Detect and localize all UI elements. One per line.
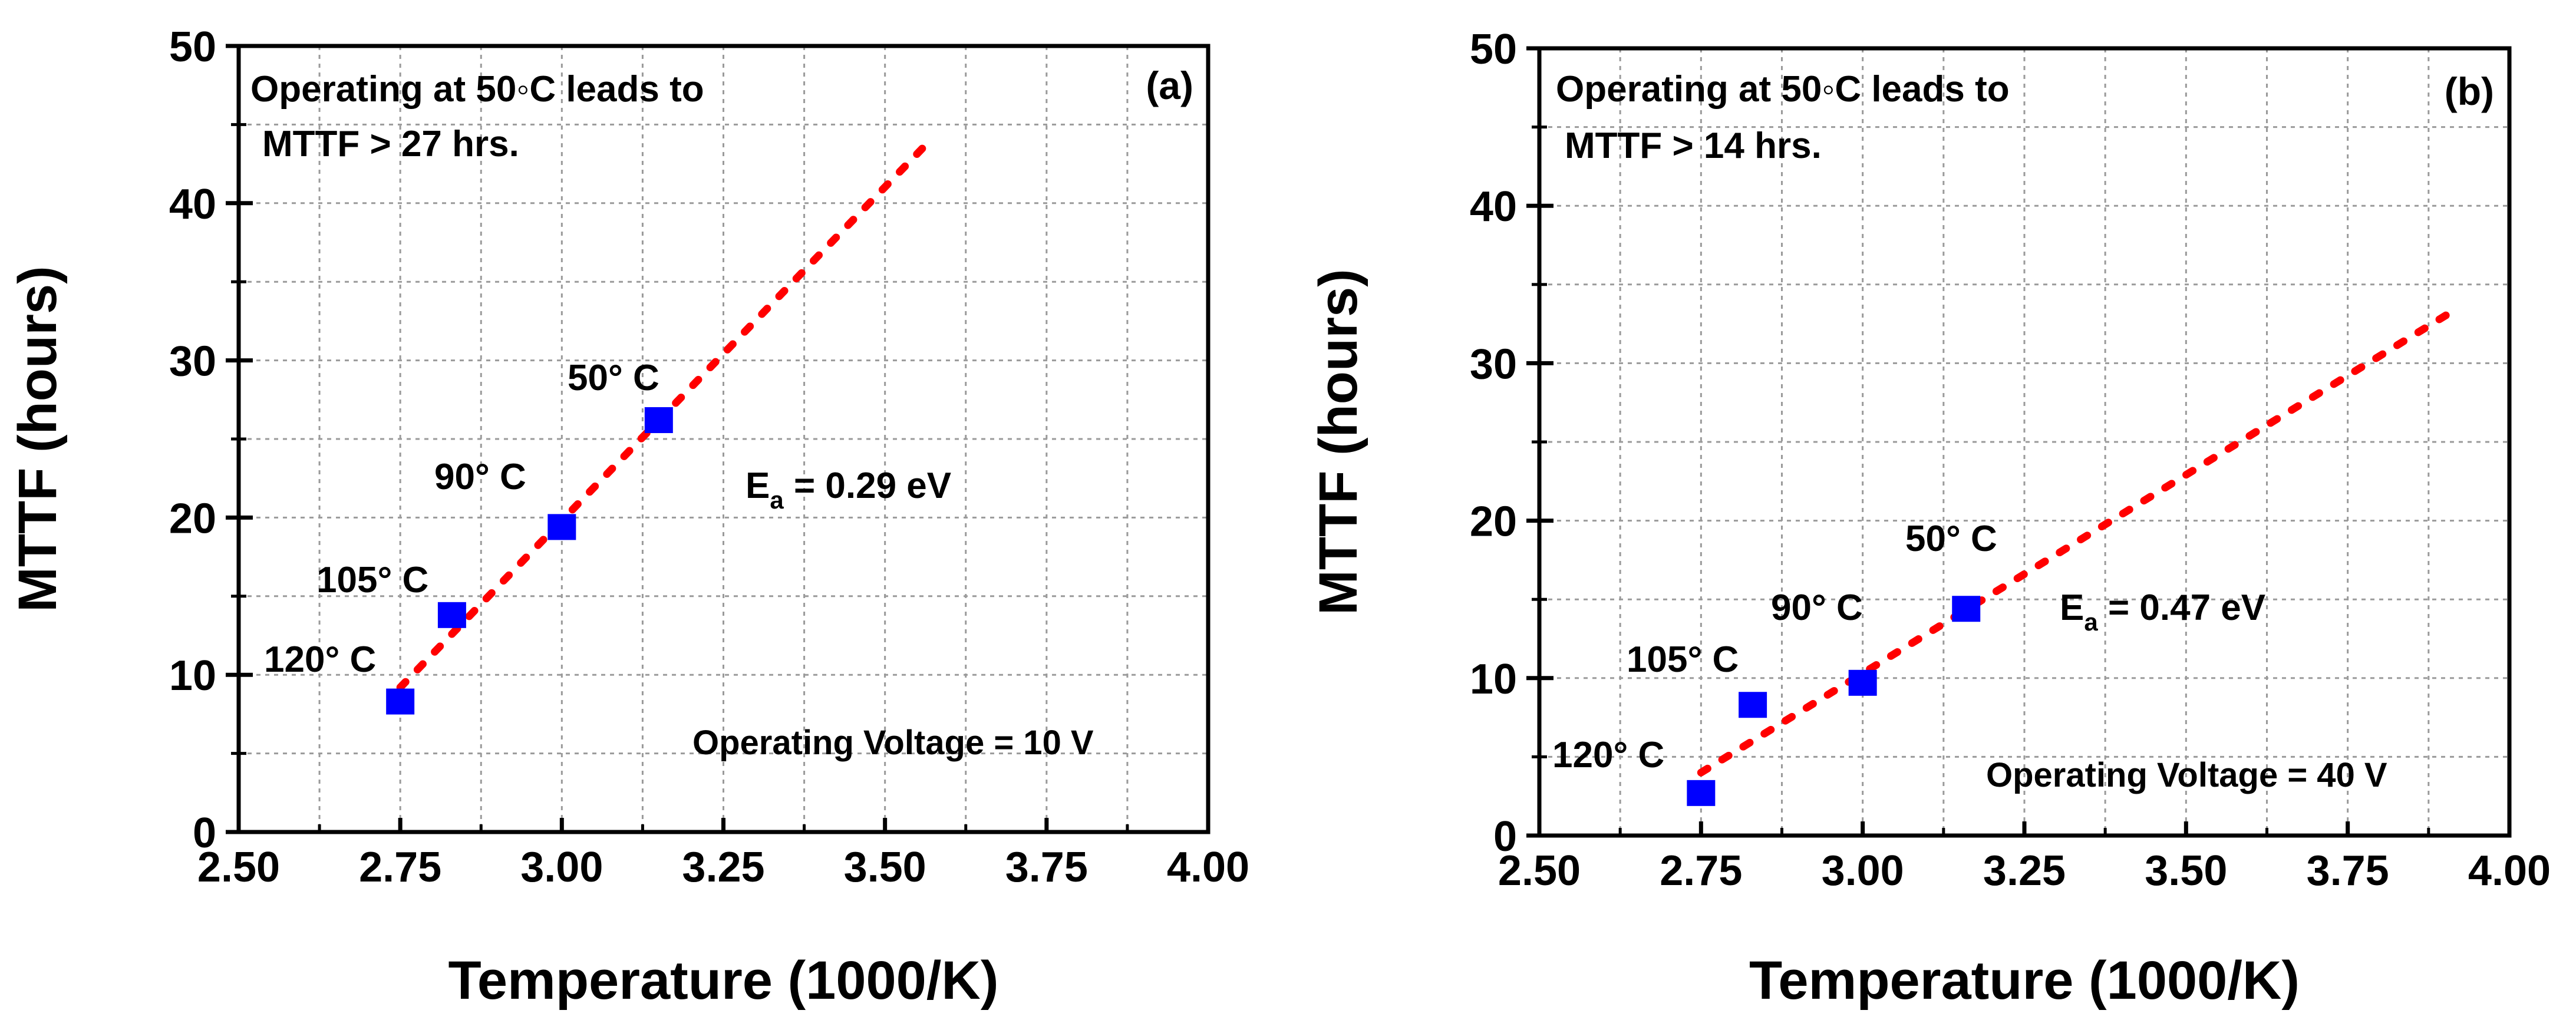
y-axis: 0 10 20 30 40 50 <box>169 24 253 857</box>
x-axis-title: Temperature (1000/K) <box>1749 950 2300 1011</box>
x-tick-label: 3.25 <box>1983 847 2066 894</box>
grid <box>1539 48 2509 836</box>
ea-subscript: a <box>2084 608 2098 636</box>
data-point <box>644 407 673 433</box>
data-point-label: 120° C <box>264 639 376 680</box>
y-tick-label: 40 <box>169 181 216 228</box>
ea-value: = 0.47 eV <box>2098 587 2265 628</box>
panel-label: (a) <box>1146 64 1193 107</box>
voltage-label: Operating Voltage = 40 V <box>1986 756 2387 794</box>
x-tick-label: 3.25 <box>682 844 764 891</box>
data-point <box>1952 596 1981 622</box>
data-point-label: 90° C <box>434 457 526 497</box>
y-tick-label: 20 <box>1470 499 1517 546</box>
data-point <box>437 602 466 628</box>
y-axis: 0 10 20 30 40 50 <box>1470 26 1553 860</box>
data-point-label: 90° C <box>1771 587 1863 628</box>
data-point-label: 50° C <box>568 358 659 398</box>
y-tick-label: 0 <box>193 810 216 857</box>
data-point <box>386 688 415 715</box>
activation-energy-label: Ea = 0.29 eV <box>746 466 951 514</box>
x-tick-label: 4.00 <box>2468 847 2551 894</box>
annotation-line: Operating at 50◦C leads to <box>250 69 704 110</box>
x-tick-label: 3.00 <box>520 844 603 891</box>
ea-subscript: a <box>770 486 784 514</box>
data-point <box>1848 669 1877 696</box>
data-points: 120° C 105° C 90° C 50° C <box>1552 519 1997 806</box>
x-tick-label: 2.50 <box>1498 847 1581 894</box>
data-point <box>547 514 576 540</box>
x-axis: 2.50 2.75 3.00 3.25 3.50 3.75 4.00 <box>197 818 1249 891</box>
x-axis-title: Temperature (1000/K) <box>448 950 999 1011</box>
x-tick-label: 2.75 <box>1660 847 1742 894</box>
annotation-line: Operating at 50◦C leads to <box>1556 69 2010 110</box>
ea-symbol: E <box>746 466 770 506</box>
ea-symbol: E <box>2060 587 2084 628</box>
data-point <box>1687 780 1716 806</box>
fit-line <box>1697 304 2462 777</box>
grid <box>239 46 1208 832</box>
x-tick-label: 2.50 <box>197 844 280 891</box>
y-tick-label: 10 <box>169 652 216 699</box>
y-axis-title: MTTF (hours) <box>1308 269 1368 615</box>
data-points: 120° C 105° C 90° C 50° C <box>264 358 673 715</box>
y-tick-label: 50 <box>169 24 216 71</box>
x-tick-label: 2.75 <box>359 844 441 891</box>
data-point-label: 120° C <box>1552 735 1664 775</box>
chart-panel-b: 2.50 2.75 3.00 3.25 3.50 3.75 4.00 0 10 20 30 40 50 T… <box>1308 26 2551 1011</box>
y-tick-label: 50 <box>1470 26 1517 73</box>
y-tick-label: 40 <box>1470 183 1517 230</box>
x-tick-label: 3.00 <box>1822 847 1904 894</box>
chart-panel-a: 2.50 2.75 3.00 3.25 3.50 3.75 4.00 0 10 20 30 40 50 T… <box>8 24 1249 1011</box>
annotation-line: MTTF > 27 hrs. <box>262 124 519 164</box>
x-axis: 2.50 2.75 3.00 3.25 3.50 3.75 4.00 <box>1498 821 2551 894</box>
data-point-label: 105° C <box>316 560 428 600</box>
x-tick-label: 3.50 <box>2145 847 2227 894</box>
y-axis-title: MTTF (hours) <box>8 266 68 612</box>
x-tick-label: 3.75 <box>2307 847 2389 894</box>
data-point-label: 105° C <box>1627 639 1739 680</box>
x-tick-label: 4.00 <box>1167 844 1249 891</box>
ea-value: = 0.29 eV <box>784 466 951 506</box>
panel-label: (b) <box>2445 70 2494 113</box>
y-tick-label: 30 <box>169 338 216 385</box>
data-point <box>1739 692 1767 718</box>
y-tick-label: 30 <box>1470 341 1517 388</box>
x-tick-label: 3.50 <box>844 844 926 891</box>
y-tick-label: 20 <box>169 495 216 542</box>
y-tick-label: 10 <box>1470 656 1517 703</box>
x-tick-label: 3.75 <box>1005 844 1088 891</box>
annotation-line: MTTF > 14 hrs. <box>1565 126 1822 166</box>
data-point-label: 50° C <box>1905 519 1997 559</box>
voltage-label: Operating Voltage = 10 V <box>692 724 1094 762</box>
activation-energy-label: Ea = 0.47 eV <box>2060 587 2265 636</box>
y-tick-label: 0 <box>1493 813 1517 860</box>
